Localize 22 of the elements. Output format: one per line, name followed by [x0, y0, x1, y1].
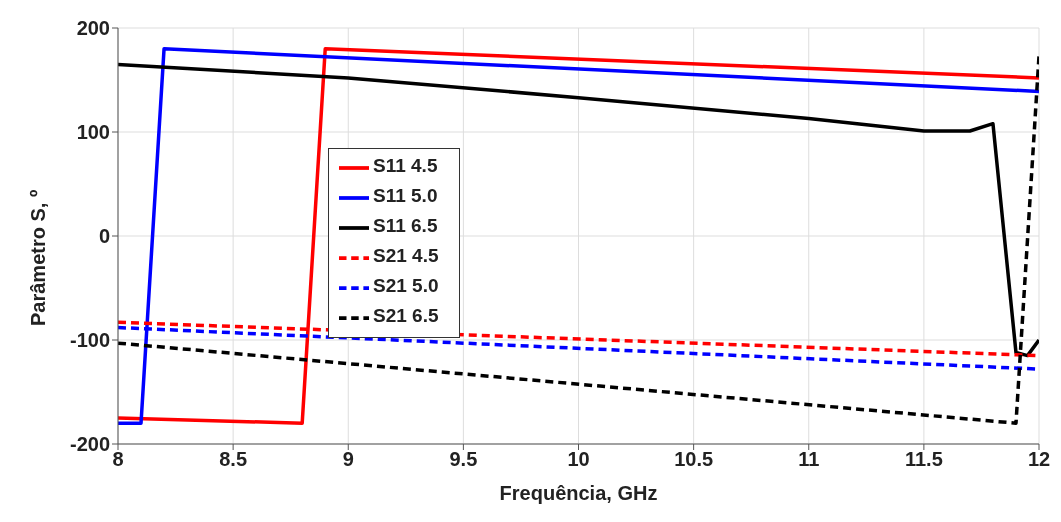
- x-tick-label: 9.5: [449, 448, 478, 471]
- x-tick-label: 9: [342, 448, 354, 471]
- y-axis-title: Parâmetro S, º: [27, 189, 50, 326]
- x-tick-label: 8.5: [219, 448, 248, 471]
- x-axis-title: Frequência, GHz: [499, 482, 658, 504]
- legend-label: S21 6.5: [373, 305, 439, 327]
- x-tick-label: 10: [567, 448, 590, 471]
- x-tick-label: 12: [1027, 448, 1051, 471]
- legend-label: S11 6.5: [373, 215, 438, 237]
- y-tick-label: -200: [69, 433, 110, 456]
- y-tick-label: 0: [98, 225, 110, 248]
- x-tick-label: 8: [112, 448, 124, 471]
- legend-label: S21 4.5: [373, 245, 439, 267]
- legend-label: S11 5.0: [373, 185, 438, 207]
- y-tick-label: -100: [69, 329, 110, 352]
- legend-label: S21 5.0: [373, 275, 439, 297]
- x-tick-label: 11.5: [904, 448, 943, 471]
- x-tick-label: 10.5: [674, 448, 714, 471]
- y-tick-label: 200: [76, 17, 110, 40]
- legend-label: S11 4.5: [373, 155, 438, 177]
- y-tick-label: 100: [76, 121, 110, 144]
- x-tick-label: 11: [798, 448, 820, 471]
